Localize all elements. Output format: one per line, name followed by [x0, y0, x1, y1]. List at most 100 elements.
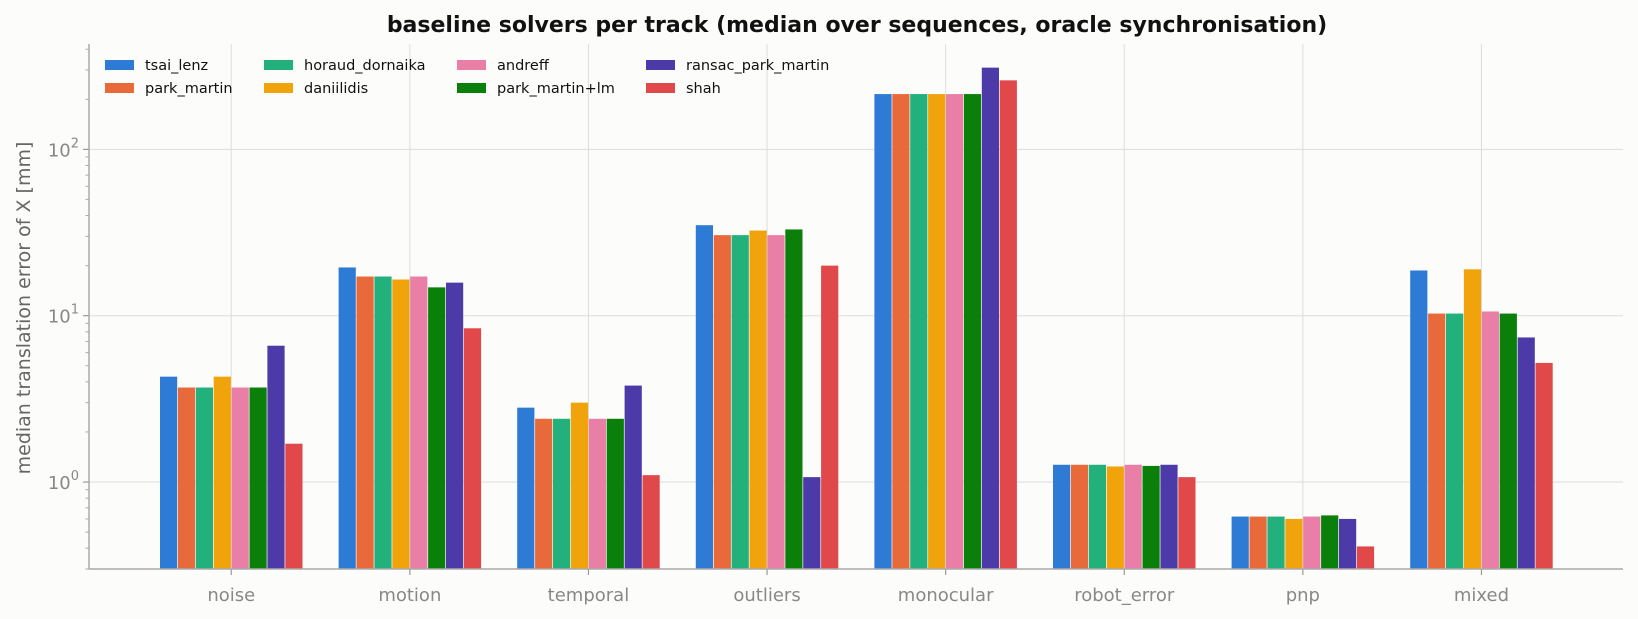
- bar: [1267, 516, 1285, 569]
- bar: [356, 276, 374, 569]
- legend-swatch: [264, 60, 293, 70]
- bar: [1410, 270, 1428, 569]
- bar: [267, 345, 285, 569]
- legend-label: ransac_park_martin: [686, 58, 829, 74]
- bar: [1106, 466, 1124, 569]
- bar: [374, 276, 392, 569]
- legend-label: park_martin+lm: [497, 81, 615, 97]
- bar: [570, 402, 589, 569]
- x-tick-label: motion: [378, 585, 441, 606]
- bar: [1285, 518, 1303, 569]
- legend-swatch: [457, 60, 486, 70]
- bar: [785, 229, 803, 569]
- bar: [517, 407, 535, 569]
- bar: [1053, 464, 1071, 569]
- bar: [392, 279, 410, 569]
- bar: [231, 387, 249, 569]
- x-tick-label: robot_error: [1074, 585, 1175, 606]
- bar: [535, 418, 553, 569]
- bar: [910, 94, 928, 570]
- bar: [249, 387, 267, 569]
- bar: [624, 385, 642, 569]
- bar: [821, 265, 839, 569]
- bar: [1249, 516, 1267, 569]
- bar: [1339, 518, 1357, 569]
- legend-swatch: [646, 83, 675, 93]
- bar: [1428, 313, 1446, 569]
- x-tick-labels: noise motion temporal outliers monocular robo…: [207, 585, 1509, 606]
- bar: [803, 477, 821, 569]
- bar: [874, 94, 892, 570]
- legend-label: shah: [686, 81, 721, 97]
- legend-label: daniilidis: [304, 81, 368, 97]
- bar: [195, 387, 213, 569]
- grid: [89, 44, 1623, 569]
- bar: [695, 225, 713, 570]
- y-tick-label: 100: [48, 469, 79, 494]
- bar: [428, 287, 446, 569]
- y-tick-labels: 100 101 102: [48, 136, 79, 494]
- chart-title: baseline solvers per track (median over …: [387, 13, 1327, 38]
- legend-swatch: [457, 83, 486, 93]
- bar: [1481, 311, 1499, 569]
- bar: [981, 67, 999, 569]
- bar: [446, 282, 464, 569]
- legend-label: andreff: [497, 58, 550, 74]
- bar: [213, 376, 231, 569]
- bar: [642, 475, 660, 569]
- y-axis-label: median translation error of X [mm]: [13, 142, 35, 475]
- bar: [1446, 313, 1464, 569]
- legend-swatch: [105, 83, 134, 93]
- bar: [588, 418, 606, 569]
- bar: [553, 418, 571, 569]
- bar: [946, 94, 964, 570]
- bar: [713, 235, 731, 570]
- bar: [177, 387, 196, 569]
- bar: [1142, 465, 1160, 569]
- x-tick-label: outliers: [733, 585, 800, 606]
- bar: [1070, 464, 1089, 569]
- bar: [767, 235, 785, 570]
- bar: [160, 376, 178, 569]
- bar: [892, 94, 910, 570]
- bar: [1517, 337, 1535, 569]
- bar: [1088, 464, 1106, 569]
- bar: [1160, 464, 1178, 569]
- bar: [1499, 313, 1517, 569]
- legend-swatch: [646, 60, 675, 70]
- axes: [83, 44, 1623, 575]
- bar: [606, 418, 624, 569]
- bar: [1321, 515, 1339, 569]
- y-tick-label: 101: [48, 303, 79, 328]
- legend-label: horaud_dornaika: [304, 58, 425, 74]
- legend-label: tsai_lenz: [145, 58, 208, 74]
- bar: [999, 80, 1017, 569]
- x-tick-label: monocular: [898, 585, 994, 606]
- bars: [160, 67, 1553, 570]
- x-tick-label: pnp: [1286, 585, 1320, 606]
- bar: [1356, 546, 1375, 569]
- legend-swatch: [264, 83, 293, 93]
- legend: tsai_lenz park_martin horaud_dornaikadanii…: [105, 58, 829, 97]
- x-tick-label: mixed: [1454, 585, 1509, 606]
- bar: [463, 328, 482, 569]
- bar: [338, 267, 356, 569]
- bar: [1124, 464, 1142, 569]
- x-tick-label: noise: [207, 585, 255, 606]
- bar: [410, 276, 428, 569]
- x-tick-label: temporal: [548, 585, 630, 606]
- y-tick-label: 102: [48, 136, 79, 161]
- bar: [731, 235, 749, 570]
- bar: [749, 230, 767, 570]
- bar: [1303, 516, 1321, 569]
- legend-label: park_martin: [145, 81, 233, 97]
- bar: [285, 443, 303, 569]
- bar: [1178, 477, 1196, 569]
- bar: [963, 94, 982, 570]
- bar: [1535, 362, 1553, 569]
- bar: [1231, 516, 1249, 569]
- bar: [928, 94, 946, 570]
- bar: [1463, 269, 1482, 569]
